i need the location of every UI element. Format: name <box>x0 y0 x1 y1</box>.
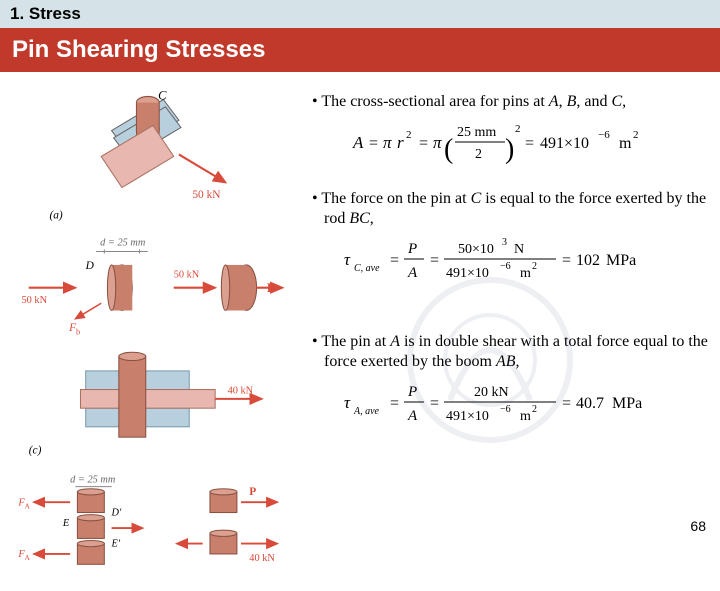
figures-column: C 50 kN (a) d = 25 mm D 50 kN <box>8 84 298 591</box>
svg-text:π: π <box>383 133 392 152</box>
svg-text:=: = <box>419 135 428 152</box>
svg-text:P: P <box>407 241 417 257</box>
label-Ep: E' <box>111 539 121 550</box>
slide-title: Pin Shearing Stresses <box>0 28 720 72</box>
svg-text:50×10: 50×10 <box>458 242 494 257</box>
label-50kn-b: 50 kN <box>21 295 47 306</box>
label-d25b: d = 25 mm <box>70 475 116 486</box>
svg-text:2: 2 <box>515 123 521 135</box>
svg-text:τ: τ <box>344 250 351 269</box>
figure-a-pin-c: C 50 kN (a) <box>8 84 298 229</box>
svg-text:25 mm: 25 mm <box>457 125 496 140</box>
svg-text:N: N <box>514 242 524 257</box>
label-c: (c) <box>29 445 42 457</box>
label-E: E <box>62 518 70 529</box>
figure-d-pin-sections: d = 25 mm FA FA E D' E' <box>8 468 298 582</box>
label-FA2: FA <box>17 549 30 562</box>
label-Dp: D' <box>111 508 122 519</box>
label-d25: d = 25 mm <box>100 238 146 248</box>
svg-text:491×10: 491×10 <box>540 135 589 152</box>
bullet-1: The cross-sectional area for pins at A, … <box>308 92 712 112</box>
svg-text:τ: τ <box>344 393 351 412</box>
svg-text:A: A <box>352 133 364 152</box>
svg-text:−6: −6 <box>598 129 610 141</box>
svg-text:3: 3 <box>502 237 507 248</box>
label-P2: P <box>249 486 256 498</box>
equation-1: A = π r 2 = π ( 25 mm 2 ) 2 = 491×10 −6 … <box>308 118 712 171</box>
label-50kn-c: 50 kN <box>174 269 200 280</box>
svg-text:=: = <box>525 135 534 152</box>
svg-text:r: r <box>397 133 404 152</box>
bullet-2: The force on the pin at C is equal to th… <box>308 189 712 229</box>
label-C: C <box>158 89 167 103</box>
chapter-header: 1. Stress <box>0 0 720 28</box>
svg-text:m: m <box>619 135 632 152</box>
label-50kn-a: 50 kN <box>192 189 220 201</box>
label-a: (a) <box>49 210 62 222</box>
figure-b-pin-shear: d = 25 mm D 50 kN Fb 50 kN P <box>8 238 298 336</box>
label-40kn-b: 40 kN <box>249 554 275 565</box>
svg-text:(: ( <box>444 134 453 165</box>
svg-text:2: 2 <box>633 129 639 141</box>
svg-text:π: π <box>433 133 442 152</box>
svg-text:2: 2 <box>406 129 412 141</box>
figure-c-double-shear: 40 kN (c) <box>8 345 298 459</box>
label-D: D <box>85 260 95 272</box>
watermark-logo <box>360 260 620 460</box>
page-number: 68 <box>690 518 706 534</box>
label-40kn: 40 kN <box>228 386 254 397</box>
svg-text:): ) <box>505 134 514 165</box>
label-FA: FA <box>17 498 30 511</box>
label-Fb: Fb <box>68 322 80 336</box>
svg-text:=: = <box>369 135 378 152</box>
svg-text:2: 2 <box>475 147 482 162</box>
